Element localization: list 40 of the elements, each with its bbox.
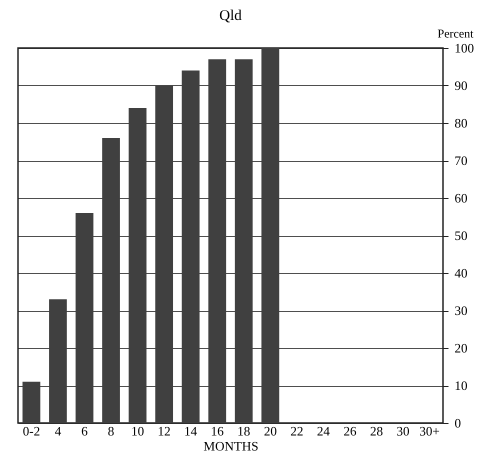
x-tick-label: 16 bbox=[210, 424, 224, 438]
x-tick-label: 10 bbox=[131, 424, 144, 438]
x-tick-label: 30 bbox=[396, 424, 410, 438]
y-tick-label: 90 bbox=[454, 78, 468, 93]
x-tick-label: 12 bbox=[158, 424, 171, 438]
y-tick-label: 100 bbox=[454, 40, 474, 56]
x-tick-label: 28 bbox=[370, 424, 384, 438]
bar bbox=[234, 59, 253, 423]
bar bbox=[49, 299, 67, 423]
x-tick-label: 20 bbox=[264, 424, 277, 438]
chart-title: Qld bbox=[219, 8, 242, 24]
y-tick-label: 20 bbox=[454, 340, 468, 356]
y-tick-label: 0 bbox=[454, 416, 461, 430]
bar bbox=[76, 213, 94, 423]
y-tick-label: 80 bbox=[454, 116, 468, 130]
bar bbox=[22, 382, 40, 423]
bar bbox=[261, 48, 280, 423]
x-tick-label: 14 bbox=[184, 424, 198, 438]
bar bbox=[208, 59, 226, 423]
x-tick-label: 4 bbox=[54, 424, 62, 438]
bar bbox=[128, 108, 146, 423]
x-axis-title: MONTHS bbox=[204, 438, 258, 454]
x-tick-label: 22 bbox=[290, 424, 304, 438]
y-axis-title: Percent bbox=[438, 26, 474, 40]
x-tick-label: 26 bbox=[343, 424, 357, 438]
bar bbox=[102, 138, 120, 423]
x-tick-label: 8 bbox=[108, 424, 114, 438]
x-tick-label: 18 bbox=[237, 424, 250, 438]
x-tick-label: 0-2 bbox=[22, 424, 40, 438]
y-tick-label: 70 bbox=[454, 153, 468, 168]
bar bbox=[155, 86, 174, 423]
y-tick-label: 30 bbox=[454, 303, 468, 318]
y-tick-label: 60 bbox=[454, 190, 468, 206]
y-tick-label: 40 bbox=[454, 266, 468, 280]
y-tick-label: 10 bbox=[454, 378, 468, 393]
x-tick-label: 30+ bbox=[419, 424, 440, 438]
bar bbox=[182, 70, 200, 423]
y-tick-label: 50 bbox=[454, 228, 468, 243]
x-tick-label: 24 bbox=[316, 424, 330, 438]
x-tick-label: 6 bbox=[81, 424, 88, 438]
